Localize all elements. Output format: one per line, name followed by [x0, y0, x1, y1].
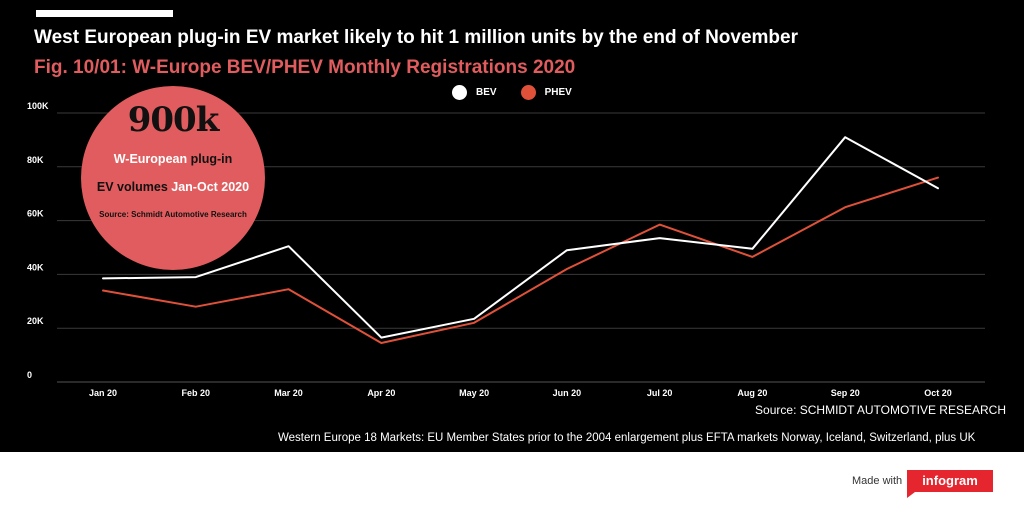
- series-line-bev[interactable]: [102, 136, 939, 339]
- logo-background: [907, 470, 993, 492]
- data-point-phev[interactable]: [193, 304, 199, 310]
- made-with-label: Made with: [852, 475, 903, 487]
- y-tick-label: 60K: [27, 209, 44, 219]
- data-point-phev[interactable]: [657, 222, 663, 228]
- x-tick-label: Feb 20: [182, 388, 211, 398]
- source-note: Source: SCHMIDT AUTOMOTIVE RESEARCH: [755, 403, 1006, 417]
- data-point-bev[interactable]: [564, 247, 570, 253]
- footnote: Western Europe 18 Markets: EU Member Sta…: [278, 432, 976, 444]
- legend-dot-phev: [520, 84, 536, 100]
- y-tick-label: 80K: [27, 155, 44, 165]
- callout-source: Source: Schmidt Automotive Research: [99, 210, 247, 219]
- x-tick-label: Apr 20: [367, 388, 395, 398]
- data-point-bev[interactable]: [749, 246, 755, 252]
- y-tick-label: 40K: [27, 262, 44, 272]
- data-point-phev[interactable]: [378, 340, 384, 346]
- data-point-bev[interactable]: [193, 274, 199, 280]
- data-point-phev[interactable]: [100, 288, 106, 294]
- data-point-bev[interactable]: [100, 275, 106, 281]
- series-line-phev[interactable]: [102, 176, 939, 344]
- infogram-logo[interactable]: infogram: [907, 470, 993, 498]
- y-tick-label: 100K: [27, 101, 49, 111]
- data-point-bev[interactable]: [657, 235, 663, 241]
- data-point-bev[interactable]: [378, 335, 384, 341]
- data-point-phev[interactable]: [749, 254, 755, 260]
- logo-tail: [907, 492, 915, 498]
- legend: BEV PHEV: [452, 84, 596, 100]
- data-point-phev[interactable]: [842, 204, 848, 210]
- data-point-phev[interactable]: [935, 175, 941, 181]
- data-point-bev[interactable]: [842, 134, 848, 140]
- callout-circle: 900k W-European plug-in EV volumes Jan-O…: [81, 86, 265, 270]
- data-point-phev[interactable]: [286, 286, 292, 292]
- x-tick-label: Jul 20: [647, 388, 673, 398]
- callout-line-2: EV volumes Jan-Oct 2020: [81, 180, 265, 194]
- x-tick-label: May 20: [459, 388, 489, 398]
- x-tick-label: Aug 20: [737, 388, 767, 398]
- callout-line-1-white: W-European: [113, 152, 188, 166]
- legend-dot-bev: [452, 84, 467, 100]
- accent-bar: [36, 10, 173, 17]
- callout-value: 900k: [127, 100, 220, 140]
- chart-title: West European plug-in EV market likely t…: [34, 27, 798, 48]
- legend-item-phev[interactable]: PHEV: [520, 84, 572, 100]
- x-tick-label: Sep 20: [831, 388, 860, 398]
- data-point-bev[interactable]: [471, 316, 477, 322]
- y-tick-label: 0: [27, 370, 32, 380]
- x-tick-label: Jan 20: [89, 388, 117, 398]
- data-point-bev[interactable]: [935, 185, 941, 191]
- logo-text: infogram: [922, 473, 978, 488]
- x-tick-label: Jun 20: [553, 388, 582, 398]
- callout-line-1: W-European plug-in: [81, 152, 265, 166]
- legend-item-bev[interactable]: BEV: [452, 84, 497, 100]
- y-tick-label: 20K: [27, 316, 44, 326]
- chart-subtitle: Fig. 10/01: W-Europe BEV/PHEV Monthly Re…: [34, 57, 576, 78]
- data-point-phev[interactable]: [564, 266, 570, 272]
- legend-label-phev: PHEV: [544, 86, 572, 98]
- x-tick-label: Oct 20: [924, 388, 952, 398]
- callout-line-2-white: Jan-Oct 2020: [171, 180, 250, 194]
- data-point-bev[interactable]: [286, 243, 292, 249]
- callout-line-1-dark: plug-in: [190, 152, 233, 166]
- callout-line-2-dark: EV volumes: [96, 180, 168, 194]
- legend-label-bev: BEV: [476, 86, 497, 98]
- x-tick-label: Mar 20: [274, 388, 303, 398]
